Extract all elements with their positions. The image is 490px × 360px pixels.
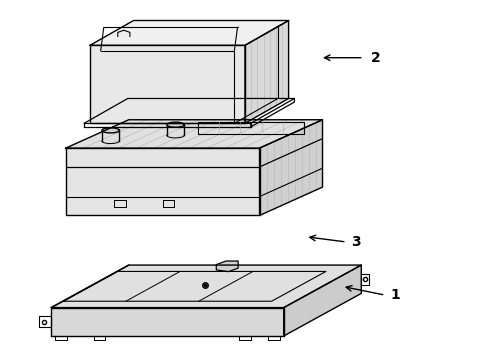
Polygon shape (90, 45, 245, 123)
Polygon shape (66, 148, 260, 215)
Text: 2: 2 (371, 51, 381, 65)
Polygon shape (51, 307, 284, 336)
Polygon shape (90, 21, 289, 45)
Polygon shape (51, 265, 361, 307)
Polygon shape (245, 21, 289, 123)
Polygon shape (167, 122, 184, 127)
Polygon shape (102, 128, 119, 133)
Polygon shape (260, 120, 322, 215)
Text: 3: 3 (352, 235, 361, 249)
Polygon shape (284, 265, 361, 336)
Polygon shape (216, 261, 238, 272)
Text: 1: 1 (391, 288, 400, 302)
Polygon shape (66, 120, 322, 148)
